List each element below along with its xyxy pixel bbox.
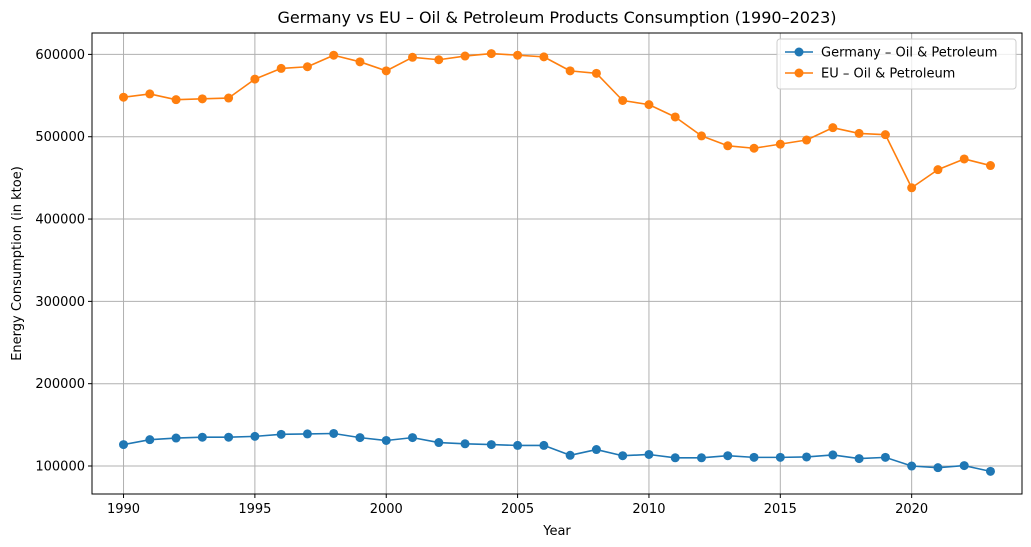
y-axis-label: Energy Consumption (in ktoe) — [10, 166, 25, 361]
data-point-eu — [302, 62, 312, 72]
legend-entry-germany: Germany – Oil & Petroleum — [785, 46, 997, 61]
data-point-eu — [250, 74, 260, 84]
x-tick-label: 1990 — [107, 502, 140, 517]
data-point-eu — [171, 95, 181, 105]
y-tick-label: 200000 — [35, 377, 85, 392]
data-point-eu — [381, 66, 391, 76]
y-tick-label: 600000 — [35, 48, 85, 63]
data-point-germany — [618, 451, 628, 461]
x-axis-label: Year — [542, 524, 571, 539]
data-point-eu — [854, 128, 864, 138]
data-point-eu — [408, 52, 418, 62]
chart-title: Germany vs EU – Oil & Petroleum Products… — [277, 8, 836, 27]
data-point-eu — [565, 66, 575, 76]
data-point-eu — [670, 112, 680, 122]
data-point-eu — [119, 92, 129, 102]
data-point-eu — [486, 49, 496, 59]
data-point-eu — [513, 50, 523, 60]
legend-box — [776, 38, 1017, 90]
data-point-germany — [250, 431, 260, 441]
data-point-germany — [749, 452, 759, 462]
data-point-eu — [644, 100, 654, 110]
data-point-germany — [696, 453, 706, 463]
data-point-germany — [224, 432, 234, 442]
data-point-eu — [880, 130, 890, 140]
legend-label-germany: Germany – Oil & Petroleum — [821, 46, 997, 61]
data-point-germany — [644, 449, 654, 459]
data-point-germany — [933, 463, 943, 473]
data-point-germany — [959, 461, 969, 471]
data-point-eu — [197, 94, 207, 104]
data-point-eu — [539, 52, 549, 62]
data-point-eu — [355, 57, 365, 67]
data-point-germany — [145, 435, 155, 445]
data-point-eu — [749, 143, 759, 153]
data-point-eu — [434, 55, 444, 65]
data-point-germany — [171, 433, 181, 443]
data-point-eu — [591, 68, 601, 78]
data-point-eu — [723, 141, 733, 151]
y-tick-label: 300000 — [35, 295, 85, 310]
data-point-germany — [723, 451, 733, 461]
data-point-eu — [802, 135, 812, 145]
legend-marker-eu — [794, 68, 804, 78]
data-point-germany — [276, 429, 286, 439]
x-tick-label: 1995 — [238, 502, 271, 517]
data-point-eu — [696, 131, 706, 141]
data-point-germany — [828, 450, 838, 460]
data-point-germany — [119, 440, 129, 450]
data-point-germany — [355, 433, 365, 443]
grid-lines — [92, 33, 1022, 494]
x-tick-label: 2005 — [501, 502, 534, 517]
data-point-eu — [224, 93, 234, 103]
plot-area — [91, 32, 1023, 495]
y-tick-label: 400000 — [35, 213, 85, 228]
data-point-eu — [828, 123, 838, 133]
data-point-eu — [959, 154, 969, 164]
data-point-germany — [460, 439, 470, 449]
x-tick-label: 2015 — [764, 502, 797, 517]
data-point-germany — [486, 440, 496, 450]
data-point-germany — [565, 450, 575, 460]
data-point-eu — [775, 139, 785, 149]
legend-marker-germany — [794, 47, 804, 57]
data-point-germany — [907, 461, 917, 471]
data-point-germany — [329, 428, 339, 438]
data-point-eu — [276, 63, 286, 73]
data-point-eu — [460, 51, 470, 61]
axis-ticks: 1990 1995 2000 2005 2010 2015 2020 100000 200000… — [35, 48, 928, 517]
x-tick-label: 2020 — [895, 502, 928, 517]
data-point-eu — [933, 165, 943, 175]
x-tick-label: 2010 — [632, 502, 665, 517]
data-point-germany — [197, 432, 207, 442]
data-point-germany — [434, 438, 444, 448]
data-point-eu — [907, 183, 917, 193]
data-point-germany — [408, 433, 418, 443]
legend-entry-eu: EU – Oil & Petroleum — [785, 67, 955, 82]
data-point-germany — [513, 440, 523, 450]
legend-label-eu: EU – Oil & Petroleum — [821, 67, 955, 82]
data-point-eu — [618, 96, 628, 106]
data-point-eu — [145, 89, 155, 99]
series-lines — [119, 49, 995, 476]
data-point-eu — [985, 161, 995, 171]
data-point-germany — [670, 453, 680, 463]
data-point-germany — [985, 466, 995, 476]
y-tick-label: 500000 — [35, 130, 85, 145]
y-tick-label: 100000 — [35, 460, 85, 475]
data-point-germany — [775, 452, 785, 462]
data-point-germany — [539, 440, 549, 450]
data-point-germany — [302, 429, 312, 439]
data-point-germany — [854, 454, 864, 464]
data-point-germany — [880, 452, 890, 462]
x-tick-label: 2000 — [370, 502, 403, 517]
series-line-eu — [123, 52, 991, 189]
legend: Germany – Oil & Petroleum EU – Oil & Pet… — [776, 38, 1017, 90]
data-point-germany — [381, 435, 391, 445]
data-point-germany — [591, 445, 601, 455]
data-point-eu — [329, 50, 339, 60]
series-line-germany — [123, 432, 991, 473]
data-point-germany — [802, 452, 812, 462]
